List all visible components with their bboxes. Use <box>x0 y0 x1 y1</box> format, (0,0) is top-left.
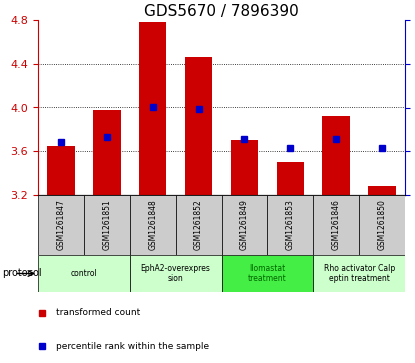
Text: GSM1261848: GSM1261848 <box>148 200 157 250</box>
Text: Rho activator Calp
eptin treatment: Rho activator Calp eptin treatment <box>324 264 395 283</box>
Bar <box>176 195 222 255</box>
Bar <box>222 195 267 255</box>
Text: GSM1261851: GSM1261851 <box>103 200 111 250</box>
Text: GSM1261853: GSM1261853 <box>286 200 295 250</box>
Bar <box>313 255 405 292</box>
Bar <box>38 195 84 255</box>
Text: GSM1261850: GSM1261850 <box>378 200 386 250</box>
Text: EphA2-overexpres
sion: EphA2-overexpres sion <box>141 264 210 283</box>
Bar <box>222 255 313 292</box>
Bar <box>185 57 212 195</box>
Text: control: control <box>71 269 97 278</box>
Bar <box>47 146 75 195</box>
Bar <box>38 255 130 292</box>
Bar <box>276 162 304 195</box>
Bar <box>93 110 121 195</box>
Text: GSM1261849: GSM1261849 <box>240 200 249 250</box>
Text: protocol: protocol <box>2 269 42 278</box>
Bar <box>130 255 222 292</box>
Bar <box>313 195 359 255</box>
Bar <box>130 195 176 255</box>
Text: Ilomastat
treatment: Ilomastat treatment <box>248 264 287 283</box>
Bar <box>368 186 396 195</box>
Text: GSM1261847: GSM1261847 <box>56 200 66 250</box>
Bar <box>322 116 350 195</box>
Bar <box>267 195 313 255</box>
Text: GSM1261846: GSM1261846 <box>332 200 341 250</box>
Text: percentile rank within the sample: percentile rank within the sample <box>56 342 210 351</box>
Bar <box>84 195 130 255</box>
Bar <box>359 195 405 255</box>
Bar <box>139 22 166 195</box>
Text: transformed count: transformed count <box>56 308 141 317</box>
Bar <box>231 140 258 195</box>
Text: GSM1261852: GSM1261852 <box>194 200 203 250</box>
Title: GDS5670 / 7896390: GDS5670 / 7896390 <box>144 4 299 19</box>
